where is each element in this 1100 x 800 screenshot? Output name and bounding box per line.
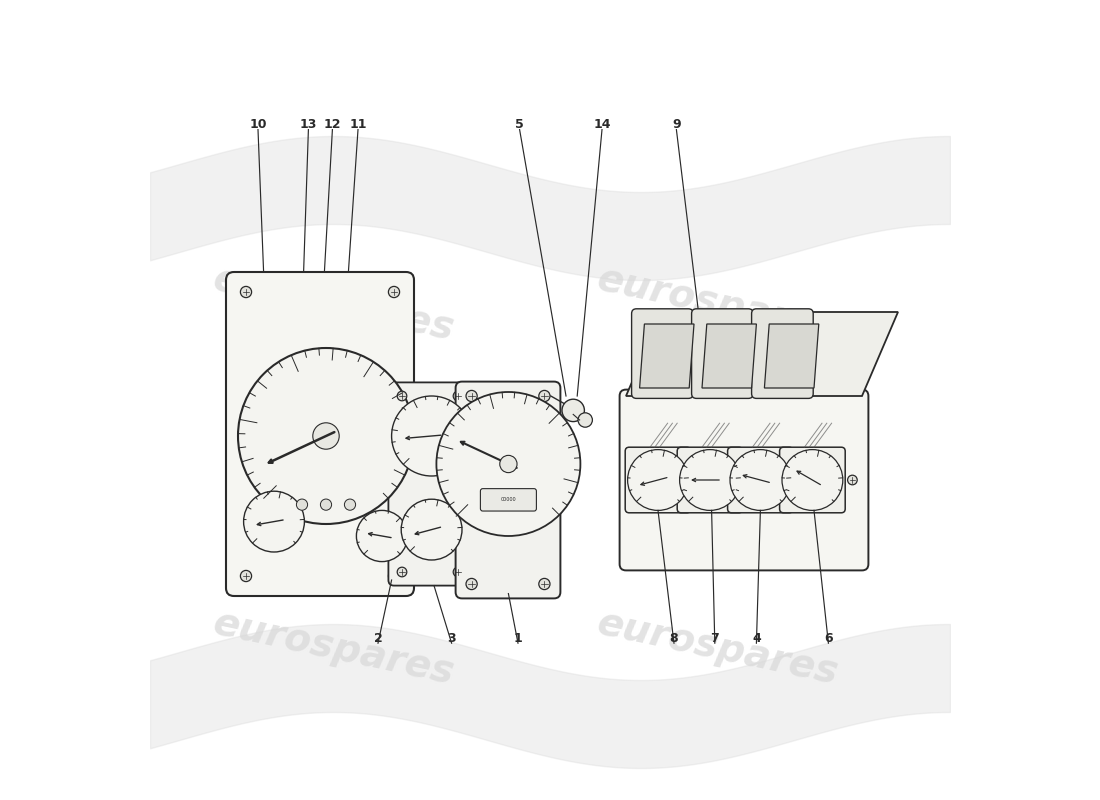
FancyBboxPatch shape	[455, 382, 560, 598]
Circle shape	[344, 499, 355, 510]
Text: 8: 8	[670, 632, 679, 645]
Circle shape	[578, 413, 593, 427]
Text: 2: 2	[374, 632, 383, 645]
Text: 13: 13	[299, 118, 317, 131]
FancyBboxPatch shape	[678, 447, 743, 513]
Circle shape	[453, 567, 463, 577]
Circle shape	[388, 286, 399, 298]
FancyBboxPatch shape	[631, 309, 693, 398]
Text: 4: 4	[752, 632, 761, 645]
Text: 14: 14	[593, 118, 611, 131]
FancyBboxPatch shape	[619, 390, 868, 570]
Text: 7: 7	[711, 632, 719, 645]
Text: 5: 5	[515, 118, 524, 131]
Circle shape	[437, 392, 581, 536]
Circle shape	[630, 475, 640, 485]
Text: eurospares: eurospares	[210, 260, 458, 348]
Polygon shape	[626, 312, 898, 396]
Circle shape	[241, 570, 252, 582]
Text: 1: 1	[514, 632, 522, 645]
Text: eurospares: eurospares	[210, 604, 458, 692]
Polygon shape	[702, 324, 757, 388]
FancyBboxPatch shape	[226, 272, 414, 596]
Polygon shape	[639, 324, 694, 388]
Circle shape	[539, 578, 550, 590]
Circle shape	[782, 450, 843, 510]
Circle shape	[453, 391, 463, 401]
FancyBboxPatch shape	[751, 309, 813, 398]
Circle shape	[243, 491, 305, 552]
Circle shape	[320, 499, 331, 510]
Circle shape	[628, 450, 689, 510]
Circle shape	[402, 499, 462, 560]
Circle shape	[392, 396, 472, 476]
Text: 00000: 00000	[500, 498, 516, 502]
Circle shape	[466, 390, 477, 402]
Text: 12: 12	[323, 118, 341, 131]
Polygon shape	[764, 324, 818, 388]
Text: 9: 9	[672, 118, 681, 131]
Circle shape	[848, 475, 857, 485]
FancyBboxPatch shape	[481, 489, 537, 511]
Circle shape	[499, 455, 517, 473]
Circle shape	[466, 578, 477, 590]
Text: 3: 3	[448, 632, 455, 645]
Circle shape	[397, 567, 407, 577]
Circle shape	[241, 286, 252, 298]
Circle shape	[296, 499, 308, 510]
FancyBboxPatch shape	[625, 447, 691, 513]
Circle shape	[680, 450, 740, 510]
FancyBboxPatch shape	[692, 309, 754, 398]
FancyBboxPatch shape	[780, 447, 845, 513]
Circle shape	[539, 390, 550, 402]
Text: 6: 6	[824, 632, 833, 645]
Text: eurospares: eurospares	[594, 260, 843, 348]
Circle shape	[238, 348, 414, 524]
Circle shape	[356, 510, 408, 562]
Circle shape	[397, 391, 407, 401]
Text: 10: 10	[250, 118, 266, 131]
Circle shape	[562, 399, 584, 422]
FancyBboxPatch shape	[388, 382, 472, 586]
Circle shape	[312, 422, 339, 450]
Text: 11: 11	[350, 118, 366, 131]
Circle shape	[730, 450, 791, 510]
Text: eurospares: eurospares	[594, 604, 843, 692]
FancyBboxPatch shape	[727, 447, 793, 513]
Circle shape	[388, 570, 399, 582]
